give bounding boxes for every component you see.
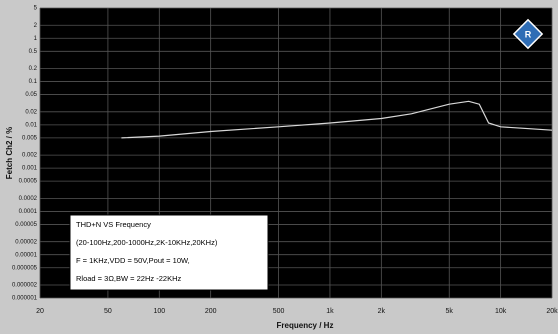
x-tick-label: 500	[273, 308, 285, 315]
y-tick-label: 0.000005	[12, 265, 38, 271]
y-tick-label: 0.000002	[12, 283, 38, 289]
x-tick-label: 5k	[446, 308, 454, 315]
annotation: F = 1KHz,VDD = 50V,Pout = 10W,	[76, 256, 190, 265]
y-tick-label: 0.05	[25, 92, 37, 98]
svg-text:R: R	[525, 29, 532, 39]
y-tick-label: 0.00005	[15, 222, 37, 228]
y-tick-label: 0.2	[29, 66, 38, 72]
annotation: (20-100Hz,200-1000Hz,2K-10KHz,20KHz)	[76, 238, 218, 247]
y-tick-label: 0.005	[22, 135, 38, 141]
grid	[39, 7, 553, 299]
y-tick-label: 0.02	[25, 109, 37, 115]
x-tick-label: 1k	[326, 308, 334, 315]
x-tick-label: 100	[153, 308, 165, 315]
y-tick-label: 0.01	[25, 122, 37, 128]
x-axis-label: Frequency / Hz	[277, 321, 334, 330]
y-tick-label: 5	[34, 6, 38, 12]
y-tick-label: 0.5	[29, 49, 38, 55]
y-tick-label: 0.0005	[19, 179, 38, 185]
x-tick-label: 2k	[378, 308, 386, 315]
y-tick-label: 0.00001	[15, 252, 37, 258]
annotation-box	[69, 214, 269, 291]
x-tick-label: 20	[36, 308, 44, 315]
logo: R	[512, 18, 544, 50]
y-tick-label: 0.00002	[15, 239, 37, 245]
y-tick-label: 0.0001	[19, 209, 38, 215]
y-tick-label: 0.0002	[19, 196, 38, 202]
y-tick-label: 0.000001	[12, 296, 38, 302]
x-tick-label: 50	[104, 308, 112, 315]
x-tick-label: 20k	[546, 308, 558, 315]
y-tick-label: 2	[34, 23, 38, 29]
annotation: Rload = 3Ω,BW = 22Hz -22KHz	[76, 274, 181, 283]
data-line	[121, 100, 553, 139]
annotation: THD+N VS Frequency	[76, 220, 151, 229]
y-tick-label: 0.001	[22, 166, 38, 172]
y-tick-label: 0.1	[29, 79, 38, 85]
y-tick-label: 0.002	[22, 153, 38, 159]
x-tick-label: 200	[205, 308, 217, 315]
y-axis-label: Fetch Ch2 / %	[5, 127, 14, 179]
y-tick-label: 1	[34, 36, 38, 42]
marks	[121, 100, 553, 139]
x-tick-label: 10k	[495, 308, 507, 315]
